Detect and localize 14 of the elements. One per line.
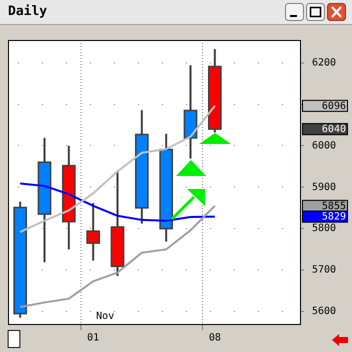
y-tick-label: 6200 [312,57,336,68]
y-tick-label: 6000 [312,140,336,152]
text: 5855 [322,200,346,212]
text: 6040 [322,124,346,136]
y-tick-label: 5800 [312,223,336,234]
y-tick-label: 5700 [312,264,336,276]
chart-title: Daily [8,4,48,19]
x-tick-label: 01 [87,332,100,344]
x-tick-label: 08 [208,332,221,344]
y-tick-label: 5900 [312,182,336,193]
text: 5829 [322,212,346,223]
text: 6096 [322,101,346,112]
annotation: Nov [96,311,114,322]
y-tick-label: 5600 [312,306,336,318]
